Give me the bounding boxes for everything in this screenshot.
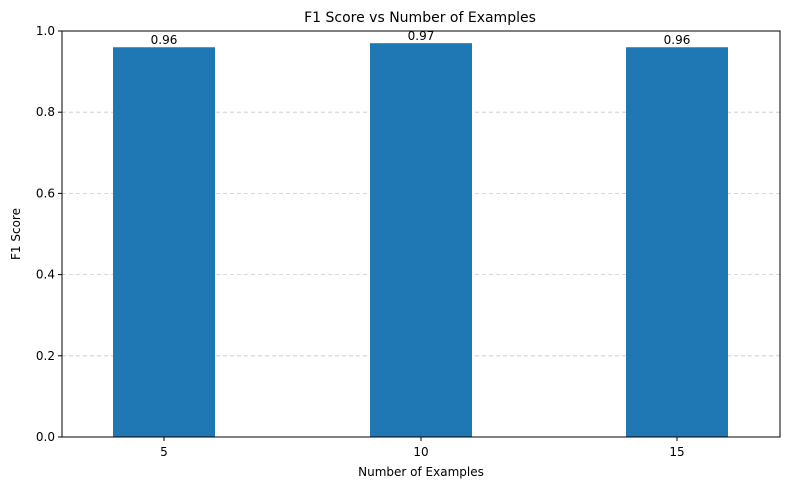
x-axis-ticks: 5 10 15 bbox=[160, 437, 685, 459]
chart-title: F1 Score vs Number of Examples bbox=[304, 10, 536, 26]
x-axis-label: Number of Examples bbox=[358, 465, 484, 479]
bar-value-label: 0.96 bbox=[664, 33, 691, 47]
y-tick-label: 1.0 bbox=[36, 24, 55, 38]
y-tick-label: 0.8 bbox=[36, 105, 55, 119]
x-tick-label: 10 bbox=[413, 445, 428, 459]
y-axis-ticks: 0.0 0.2 0.4 0.6 0.8 1.0 bbox=[36, 24, 62, 444]
y-tick-label: 0.6 bbox=[36, 186, 55, 200]
bar-15 bbox=[626, 47, 728, 438]
bar-value-labels: 0.96 0.97 0.96 bbox=[151, 29, 691, 47]
bar-5 bbox=[113, 47, 215, 438]
x-tick-label: 15 bbox=[669, 445, 684, 459]
bar-value-label: 0.96 bbox=[151, 33, 178, 47]
bar-value-label: 0.97 bbox=[408, 29, 435, 43]
bar-10 bbox=[370, 43, 472, 438]
y-tick-label: 0.2 bbox=[36, 349, 55, 363]
y-axis-label: F1 Score bbox=[9, 208, 23, 260]
y-tick-label: 0.0 bbox=[36, 430, 55, 444]
bars bbox=[113, 43, 728, 438]
x-tick-label: 5 bbox=[160, 445, 168, 459]
y-tick-label: 0.4 bbox=[36, 268, 55, 282]
